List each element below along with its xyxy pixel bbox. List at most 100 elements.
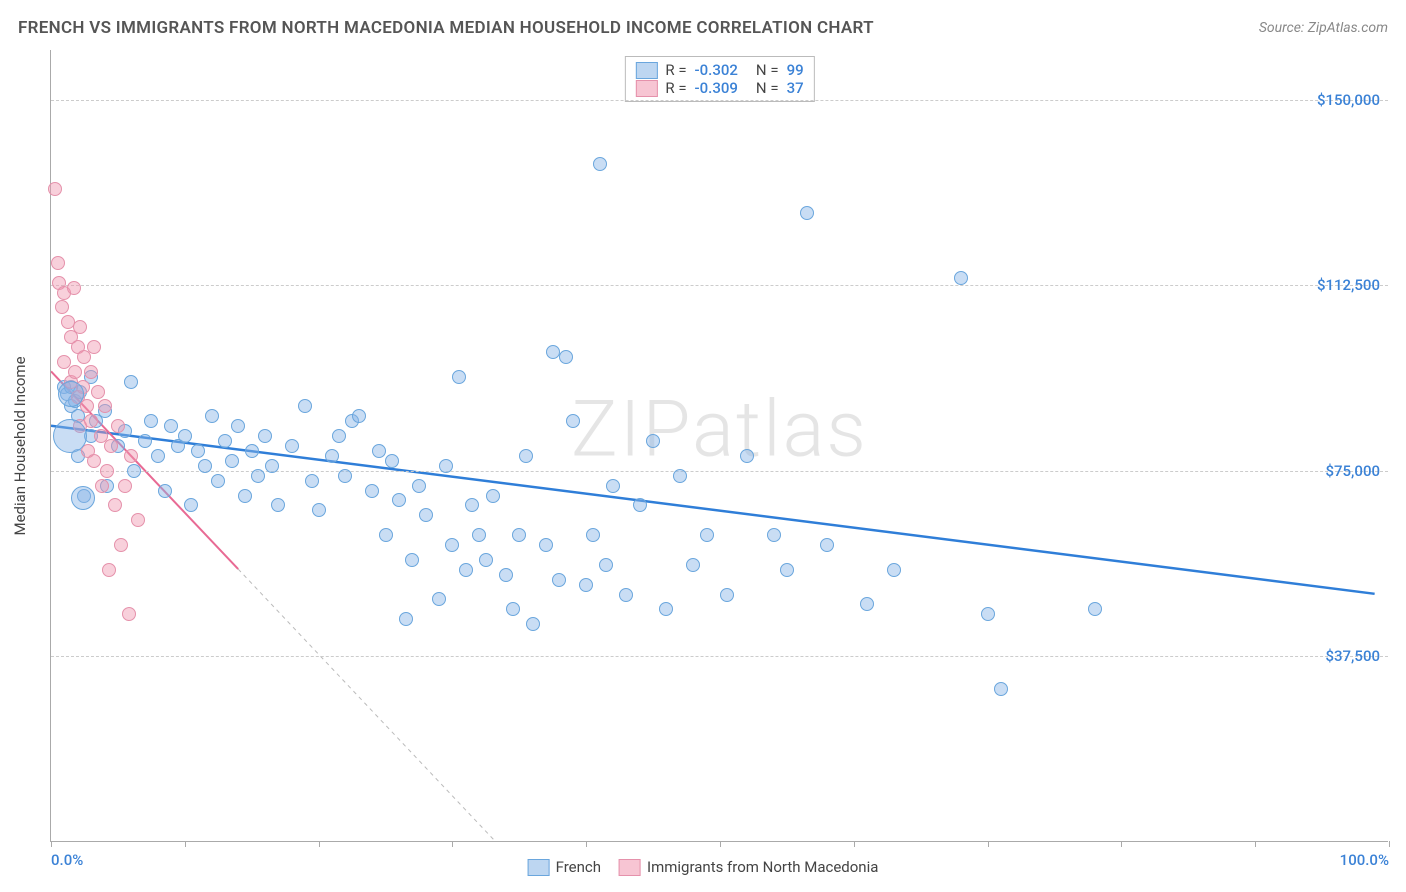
scatter-point[interactable] [887, 563, 901, 577]
series-legend-item[interactable]: French [528, 858, 601, 876]
scatter-point[interactable] [338, 469, 352, 483]
scatter-point[interactable] [198, 459, 212, 473]
scatter-point[interactable] [68, 365, 82, 379]
scatter-point[interactable] [80, 399, 94, 413]
scatter-point[interactable] [586, 528, 600, 542]
scatter-point[interactable] [258, 429, 272, 443]
scatter-point[interactable] [740, 449, 754, 463]
scatter-point[interactable] [131, 513, 145, 527]
scatter-point[interactable] [51, 256, 65, 270]
scatter-point[interactable] [767, 528, 781, 542]
scatter-point[interactable] [439, 459, 453, 473]
scatter-point[interactable] [800, 206, 814, 220]
scatter-point[interactable] [87, 454, 101, 468]
scatter-point[interactable] [184, 498, 198, 512]
scatter-point[interactable] [619, 588, 633, 602]
scatter-point[interactable] [365, 484, 379, 498]
scatter-point[interactable] [372, 444, 386, 458]
scatter-point[interactable] [459, 563, 473, 577]
scatter-point[interactable] [673, 469, 687, 483]
scatter-point[interactable] [67, 281, 81, 295]
scatter-point[interactable] [127, 464, 141, 478]
scatter-point[interactable] [506, 602, 520, 616]
scatter-point[interactable] [124, 449, 138, 463]
scatter-point[interactable] [579, 578, 593, 592]
scatter-point[interactable] [84, 365, 98, 379]
scatter-point[interactable] [419, 508, 433, 522]
scatter-point[interactable] [73, 320, 87, 334]
scatter-point[interactable] [593, 157, 607, 171]
scatter-point[interactable] [479, 553, 493, 567]
scatter-point[interactable] [225, 454, 239, 468]
scatter-point[interactable] [312, 503, 326, 517]
scatter-point[interactable] [552, 573, 566, 587]
scatter-point[interactable] [646, 434, 660, 448]
scatter-point[interactable] [700, 528, 714, 542]
scatter-point[interactable] [118, 479, 132, 493]
scatter-point[interactable] [111, 419, 125, 433]
scatter-point[interactable] [379, 528, 393, 542]
scatter-point[interactable] [981, 607, 995, 621]
scatter-point[interactable] [606, 479, 620, 493]
scatter-point-large[interactable] [53, 419, 87, 453]
scatter-point[interactable] [486, 489, 500, 503]
scatter-point[interactable] [285, 439, 299, 453]
scatter-point[interactable] [432, 592, 446, 606]
scatter-point[interactable] [472, 528, 486, 542]
scatter-point[interactable] [251, 469, 265, 483]
scatter-point[interactable] [559, 350, 573, 364]
scatter-point[interactable] [1088, 602, 1102, 616]
scatter-point[interactable] [191, 444, 205, 458]
scatter-point[interactable] [566, 414, 580, 428]
scatter-point[interactable] [205, 409, 219, 423]
scatter-point[interactable] [245, 444, 259, 458]
scatter-point[interactable] [114, 538, 128, 552]
scatter-point[interactable] [265, 459, 279, 473]
scatter-point[interactable] [218, 434, 232, 448]
scatter-point-large[interactable] [58, 381, 84, 407]
scatter-point[interactable] [465, 498, 479, 512]
scatter-point[interactable] [122, 607, 136, 621]
scatter-point[interactable] [298, 399, 312, 413]
series-legend-item[interactable]: Immigrants from North Macedonia [619, 858, 878, 876]
scatter-point[interactable] [332, 429, 346, 443]
scatter-point-large[interactable] [71, 486, 95, 510]
scatter-point[interactable] [445, 538, 459, 552]
scatter-point[interactable] [720, 588, 734, 602]
scatter-point[interactable] [392, 493, 406, 507]
scatter-point[interactable] [55, 300, 69, 314]
scatter-point[interactable] [48, 182, 62, 196]
scatter-point[interactable] [412, 479, 426, 493]
scatter-point[interactable] [686, 558, 700, 572]
scatter-point[interactable] [104, 439, 118, 453]
scatter-point[interactable] [138, 434, 152, 448]
scatter-point[interactable] [108, 498, 122, 512]
scatter-point[interactable] [178, 429, 192, 443]
scatter-point[interactable] [452, 370, 466, 384]
scatter-point[interactable] [546, 345, 560, 359]
scatter-point[interactable] [231, 419, 245, 433]
scatter-point[interactable] [271, 498, 285, 512]
scatter-point[interactable] [91, 385, 105, 399]
scatter-point[interactable] [98, 399, 112, 413]
scatter-point[interactable] [519, 449, 533, 463]
scatter-point[interactable] [599, 558, 613, 572]
scatter-point[interactable] [144, 414, 158, 428]
scatter-point[interactable] [994, 682, 1008, 696]
scatter-point[interactable] [102, 563, 116, 577]
scatter-point[interactable] [499, 568, 513, 582]
scatter-point[interactable] [526, 617, 540, 631]
scatter-point[interactable] [399, 612, 413, 626]
scatter-point[interactable] [352, 409, 366, 423]
scatter-point[interactable] [305, 474, 319, 488]
scatter-point[interactable] [238, 489, 252, 503]
scatter-point[interactable] [325, 449, 339, 463]
scatter-point[interactable] [820, 538, 834, 552]
scatter-point[interactable] [164, 419, 178, 433]
scatter-point[interactable] [860, 597, 874, 611]
scatter-point[interactable] [158, 484, 172, 498]
scatter-point[interactable] [84, 414, 98, 428]
scatter-point[interactable] [95, 479, 109, 493]
scatter-point[interactable] [385, 454, 399, 468]
scatter-point[interactable] [405, 553, 419, 567]
